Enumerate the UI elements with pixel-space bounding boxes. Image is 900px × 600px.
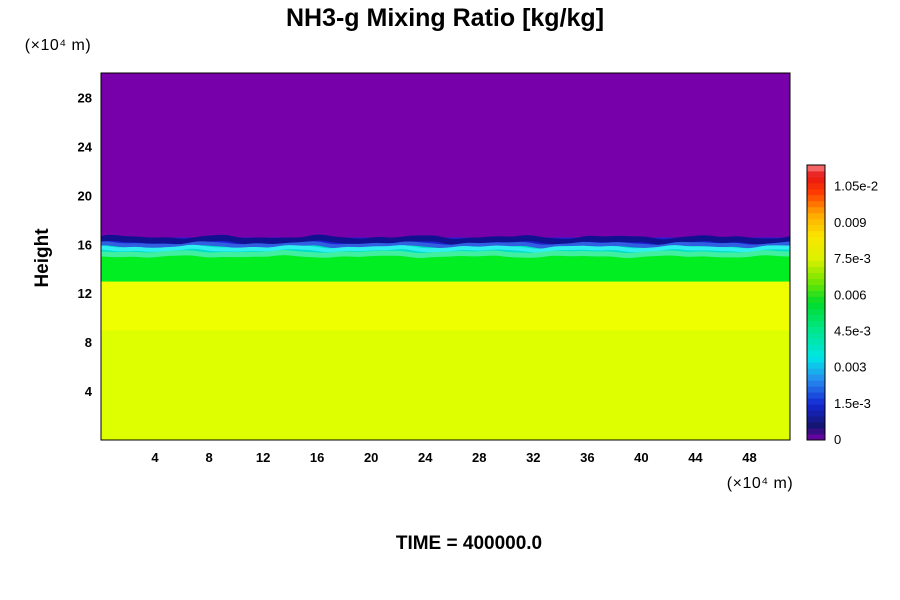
- x-tick-label: 12: [256, 450, 270, 465]
- colorbar-swatch: [807, 344, 825, 351]
- colorbar-swatch: [807, 362, 825, 369]
- colorbar-swatch: [807, 182, 825, 190]
- colorbar-swatch: [807, 392, 825, 399]
- plot-area: [101, 73, 790, 440]
- colorbar-label: 0.006: [834, 287, 867, 302]
- y-tick-label: 28: [78, 90, 92, 105]
- colorbar-swatch: [807, 242, 825, 250]
- colorbar-swatch: [807, 326, 825, 333]
- colorbar-swatch: [807, 248, 825, 256]
- colorbar-swatch: [807, 236, 825, 244]
- field-top-dark-layer: [101, 234, 790, 246]
- colorbar-swatch: [807, 194, 825, 202]
- colorbar-swatch: [807, 188, 825, 196]
- colorbar-swatch: [807, 290, 825, 297]
- colorbar-frame: [806, 164, 826, 441]
- x-tick-label: 32: [526, 450, 540, 465]
- colorbar-swatch: [807, 284, 825, 291]
- x-tick-labels: 4 8 12 16 20 24 28 32 36 40 44 48: [151, 450, 756, 465]
- field-blue-layer: [101, 241, 790, 249]
- colorbar-swatch: [807, 332, 825, 339]
- colorbar-swatch: [807, 380, 825, 387]
- colorbar-swatch: [807, 230, 825, 238]
- x-tick-label: 28: [472, 450, 486, 465]
- y-tick-label: 20: [78, 188, 92, 203]
- colorbar-label: 4.5e-3: [834, 323, 871, 338]
- x-tick-label: 44: [688, 450, 703, 465]
- x-tick-label: 20: [364, 450, 378, 465]
- field-band-5: [101, 73, 790, 238]
- x-tick-label: 8: [205, 450, 212, 465]
- y-tick-label: 16: [78, 237, 92, 252]
- colorbar-swatch: [807, 356, 825, 363]
- x-tick-label: 36: [580, 450, 594, 465]
- colorbar-swatch: [807, 308, 825, 315]
- colorbar-swatch: [807, 224, 825, 232]
- colorbar-swatch: [807, 218, 825, 226]
- field-cyan-layer: [101, 244, 790, 253]
- x-tick-label: 16: [310, 450, 324, 465]
- colorbar-labels: 0 1.5e-3 0.003 4.5e-3 0.006 7.5e-3 0.009 1.05e-…: [834, 179, 878, 447]
- colorbar-swatch: [807, 320, 825, 327]
- field-band-0: [101, 329, 790, 440]
- x-tick-label: 48: [742, 450, 756, 465]
- x-tick-label: 24: [418, 450, 433, 465]
- colorbar-swatch: [807, 314, 825, 321]
- colorbar-label: 7.5e-3: [834, 251, 871, 266]
- colorbar-swatch: [807, 302, 825, 309]
- x-tick-label: 40: [634, 450, 648, 465]
- colorbar-swatch: [807, 272, 825, 279]
- x-tick-label: 4: [151, 450, 159, 465]
- x-axis-unit: (×10⁴ m): [727, 475, 793, 492]
- colorbar-swatch: [807, 404, 825, 411]
- colorbar-label: 1.5e-3: [834, 396, 871, 411]
- colorbar-swatch: [807, 350, 825, 357]
- colorbar-label: 0.009: [834, 215, 867, 230]
- plot-frame: [100, 72, 791, 441]
- colorbar-swatch: [807, 170, 825, 178]
- y-tick-label: 8: [85, 335, 92, 350]
- time-label: TIME = 400000.0: [396, 533, 542, 554]
- colorbar-swatch: [807, 386, 825, 393]
- y-tick-label: 4: [85, 384, 93, 399]
- colorbar-swatch: [807, 278, 825, 285]
- colorbar-swatch: [807, 398, 825, 405]
- field-aqua-layer: [101, 250, 790, 259]
- colorbar-swatch: [807, 434, 825, 441]
- colorbar-swatch: [807, 266, 825, 274]
- colorbar-swatch: [807, 200, 825, 208]
- colorbar-swatch: [807, 368, 825, 375]
- colorbar-swatch: [807, 212, 825, 220]
- chart-title: NH3-g Mixing Ratio [kg/kg]: [286, 4, 604, 32]
- colorbar-label: 0: [834, 432, 841, 447]
- colorbar-swatch: [807, 296, 825, 303]
- colorbar-swatch: [807, 410, 825, 417]
- colorbar: [806, 164, 826, 441]
- y-axis-unit: (×10⁴ m): [25, 37, 91, 54]
- colorbar-swatch: [807, 338, 825, 345]
- y-tick-label: 12: [78, 286, 92, 301]
- y-axis-label: Height: [32, 228, 53, 288]
- colorbar-swatch: [807, 374, 825, 381]
- field-band-2: [101, 254, 790, 282]
- colorbar-swatch: [807, 254, 825, 262]
- colorbar-swatch: [807, 176, 825, 184]
- y-tick-label: 24: [78, 139, 93, 154]
- y-tick-labels: 4 8 12 16 20 24 28: [78, 90, 93, 399]
- colorbar-swatch: [807, 422, 825, 429]
- colorbar-label: 0.003: [834, 360, 867, 375]
- colorbar-swatch: [807, 260, 825, 268]
- field-band-1: [101, 280, 790, 331]
- colorbar-swatch: [807, 165, 825, 172]
- colorbar-swatch: [807, 206, 825, 214]
- colorbar-swatch: [807, 428, 825, 435]
- colorbar-swatch: [807, 416, 825, 423]
- colorbar-label: 1.05e-2: [834, 179, 878, 194]
